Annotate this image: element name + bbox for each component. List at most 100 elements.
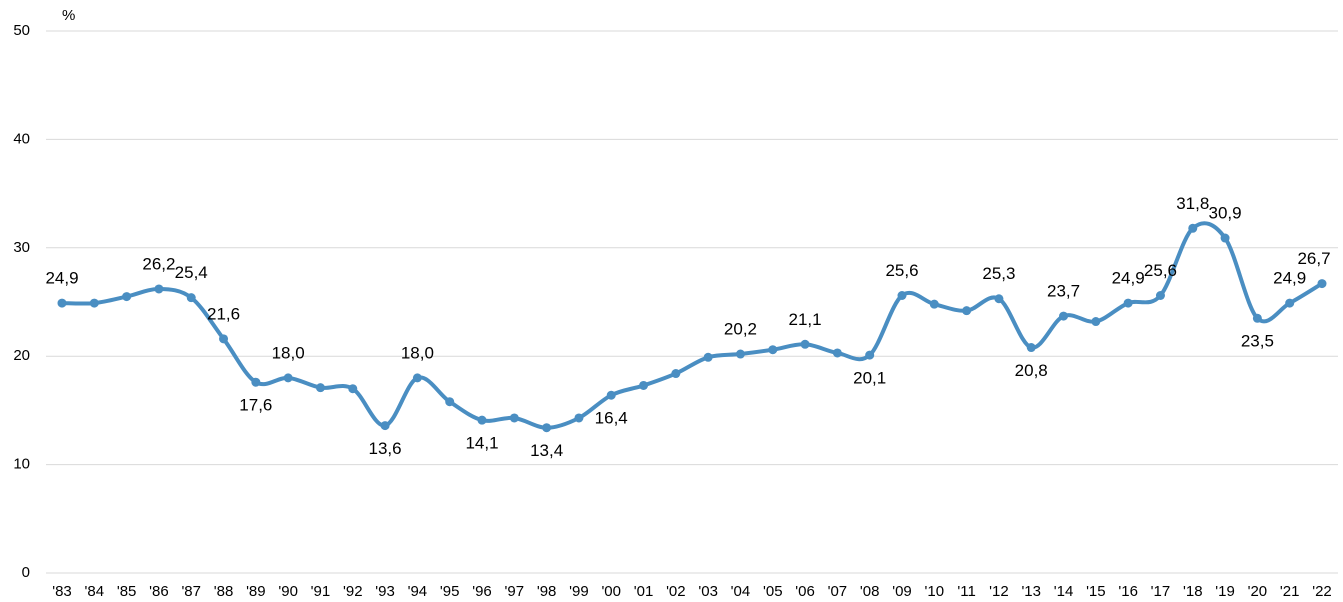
value-label: 20,2 bbox=[724, 320, 757, 339]
point bbox=[1252, 313, 1262, 323]
value-label: 21,6 bbox=[207, 304, 240, 323]
point bbox=[639, 380, 649, 390]
x-tick-label: '21 bbox=[1280, 583, 1300, 600]
x-tick-label: '97 bbox=[505, 583, 525, 600]
point bbox=[89, 298, 99, 308]
point bbox=[219, 334, 229, 344]
point bbox=[283, 373, 293, 383]
value-label: 13,6 bbox=[369, 439, 402, 458]
y-tick-label: 20 bbox=[13, 347, 30, 364]
y-tick-label: 50 bbox=[13, 22, 30, 39]
x-tick-label: '90 bbox=[278, 583, 298, 600]
x-tick-label: '07 bbox=[828, 583, 848, 600]
y-tick-label: 40 bbox=[13, 130, 30, 147]
x-tick-label: '14 bbox=[1054, 583, 1074, 600]
x-tick-label: '02 bbox=[666, 583, 686, 600]
x-tick-label: '16 bbox=[1118, 583, 1138, 600]
x-tick-label: '88 bbox=[214, 583, 234, 600]
y-tick-label: 30 bbox=[13, 239, 30, 256]
value-label: 14,1 bbox=[465, 434, 498, 453]
point bbox=[606, 390, 616, 400]
x-tick-label: '98 bbox=[537, 583, 557, 600]
point bbox=[509, 413, 519, 423]
value-label: 25,4 bbox=[175, 263, 208, 282]
x-tick-label: '10 bbox=[925, 583, 945, 600]
x-tick-label: '17 bbox=[1151, 583, 1171, 600]
value-label: 20,8 bbox=[1015, 361, 1048, 380]
x-tick-label: '91 bbox=[311, 583, 331, 600]
x-tick-label: '11 bbox=[957, 583, 975, 600]
value-label: 25,6 bbox=[885, 261, 918, 280]
x-tick-label: '13 bbox=[1021, 583, 1041, 600]
value-label: 26,7 bbox=[1297, 249, 1330, 268]
x-tick-label: '89 bbox=[246, 583, 266, 600]
value-label: 23,7 bbox=[1047, 282, 1080, 301]
value-label: 30,9 bbox=[1209, 204, 1242, 223]
point bbox=[412, 373, 422, 383]
point bbox=[477, 415, 487, 425]
point bbox=[897, 290, 907, 300]
x-tick-label: '93 bbox=[375, 583, 395, 600]
x-tick-label: '00 bbox=[601, 583, 621, 600]
value-label: 20,1 bbox=[853, 369, 886, 388]
point bbox=[57, 298, 67, 308]
point bbox=[122, 292, 132, 302]
point bbox=[671, 369, 681, 379]
point bbox=[154, 284, 164, 294]
value-label: 17,6 bbox=[239, 396, 272, 415]
point bbox=[1091, 317, 1101, 327]
x-tick-label: '94 bbox=[408, 583, 428, 600]
point bbox=[962, 306, 972, 316]
x-tick-label: '06 bbox=[795, 583, 815, 600]
point bbox=[1155, 290, 1165, 300]
point bbox=[865, 350, 875, 360]
value-label: 25,6 bbox=[1144, 261, 1177, 280]
point bbox=[1123, 298, 1133, 308]
point bbox=[380, 421, 390, 431]
x-tick-label: '92 bbox=[343, 583, 363, 600]
x-tick-label: '95 bbox=[440, 583, 460, 600]
x-tick-label: '22 bbox=[1312, 583, 1332, 600]
point bbox=[929, 299, 939, 309]
value-label: 24,9 bbox=[1273, 269, 1306, 288]
x-tick-label: '04 bbox=[731, 583, 751, 600]
y-tick-label: 0 bbox=[22, 564, 30, 581]
point bbox=[703, 352, 713, 362]
value-label: 23,5 bbox=[1241, 332, 1274, 351]
x-tick-label: '99 bbox=[569, 583, 589, 600]
value-label: 24,9 bbox=[1112, 269, 1145, 288]
x-tick-label: '09 bbox=[892, 583, 912, 600]
x-tick-label: '08 bbox=[860, 583, 880, 600]
x-tick-label: '85 bbox=[117, 583, 137, 600]
point bbox=[1026, 343, 1036, 353]
point bbox=[1220, 233, 1230, 243]
x-tick-label: '84 bbox=[85, 583, 105, 600]
point bbox=[348, 384, 358, 394]
point bbox=[1317, 279, 1327, 289]
x-tick-label: '19 bbox=[1215, 583, 1235, 600]
value-label: 21,1 bbox=[789, 310, 822, 329]
point bbox=[542, 423, 552, 433]
value-label: 24,9 bbox=[45, 269, 78, 288]
value-label: 26,2 bbox=[142, 254, 175, 273]
point bbox=[735, 349, 745, 359]
point bbox=[1059, 311, 1069, 321]
x-tick-label: '86 bbox=[149, 583, 169, 600]
x-tick-label: '18 bbox=[1183, 583, 1203, 600]
value-label: 25,3 bbox=[982, 264, 1015, 283]
point bbox=[1285, 298, 1295, 308]
point bbox=[445, 397, 455, 407]
x-tick-label: '96 bbox=[472, 583, 492, 600]
x-tick-label: '20 bbox=[1248, 583, 1268, 600]
value-label: 13,4 bbox=[530, 441, 563, 460]
point bbox=[832, 348, 842, 358]
point bbox=[994, 294, 1004, 304]
y-axis-label: % bbox=[62, 7, 75, 24]
point bbox=[768, 345, 778, 355]
point bbox=[315, 383, 325, 393]
value-label: 16,4 bbox=[595, 409, 628, 428]
point bbox=[574, 413, 584, 423]
value-label: 31,8 bbox=[1176, 194, 1209, 213]
value-label: 18,0 bbox=[401, 343, 434, 362]
